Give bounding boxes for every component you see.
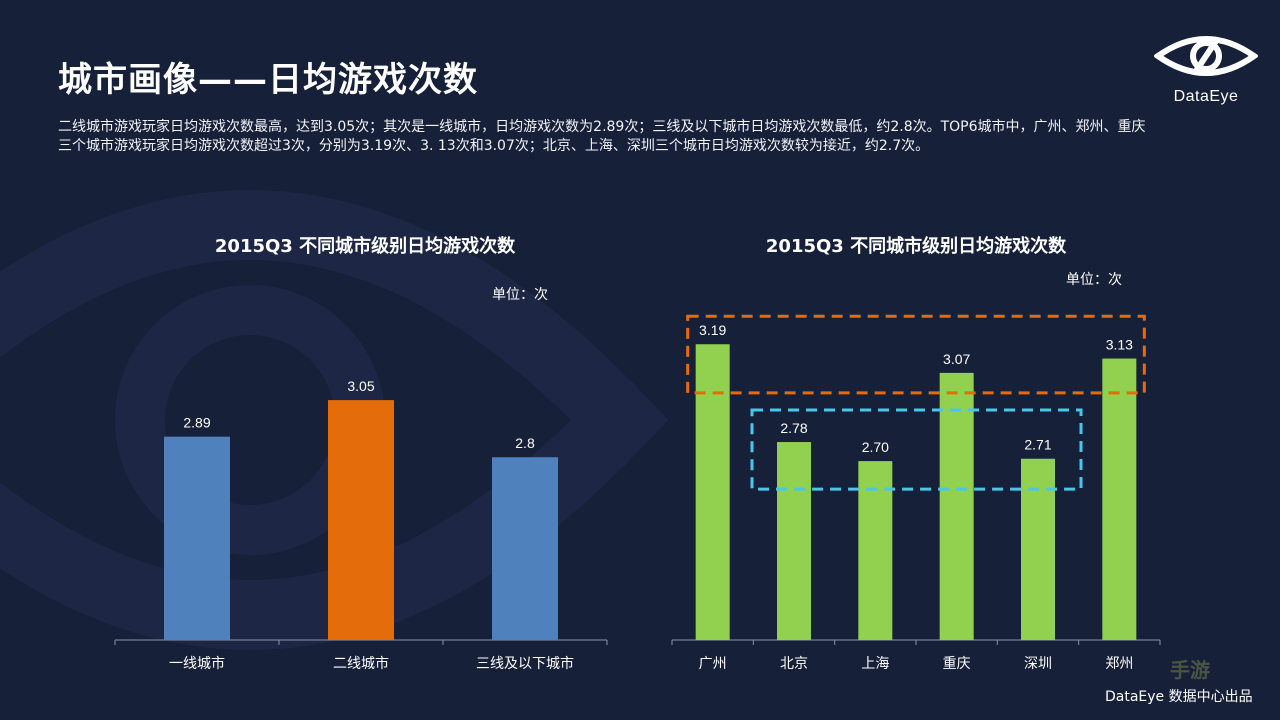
right-chart-value-label-3: 2.70 <box>862 439 889 455</box>
right-chart-bar-5 <box>1021 458 1055 640</box>
right-chart-bar-1 <box>695 344 730 640</box>
left-chart-value-label-2: 3.05 <box>347 378 374 394</box>
left-chart-unit: 单位：次 <box>492 287 548 303</box>
description-text: 二线城市游戏玩家日均游戏次数最高，达到3.05次；其次是一线城市，日均游戏次数为… <box>58 119 1146 154</box>
right-chart-value-label-2: 2.78 <box>780 420 807 436</box>
right-chart-unit: 单位：次 <box>1066 272 1122 288</box>
right-chart-bar-6 <box>1102 358 1137 640</box>
left-chart-value-label-3: 2.8 <box>515 435 535 451</box>
right-chart-value-label-5: 2.71 <box>1024 437 1051 453</box>
right-chart-category-label-5: 深圳 <box>1024 656 1052 672</box>
footer-credit: DataEye 数据中心出品 <box>1105 689 1253 705</box>
right-chart-category-label-1: 广州 <box>699 656 727 672</box>
right-chart-value-label-4: 3.07 <box>943 351 970 367</box>
left-chart-category-label-2: 二线城市 <box>333 655 389 672</box>
watermark-text: 手游 <box>1170 658 1210 682</box>
right-chart-value-label-1: 3.19 <box>699 322 726 338</box>
page-title: 城市画像——日均游戏次数 <box>58 60 478 100</box>
right-chart-category-label-4: 重庆 <box>943 656 971 672</box>
right-chart-value-label-6: 3.13 <box>1106 337 1133 353</box>
right-chart-category-label-6: 郑州 <box>1105 656 1133 672</box>
left-chart-value-label-1: 2.89 <box>183 415 210 431</box>
shouyou-watermark: 手游 <box>1160 648 1260 718</box>
logo-text: DataEye <box>1173 88 1239 105</box>
eye-logo-icon <box>1152 36 1260 76</box>
over-three-highlight-box <box>686 314 1146 395</box>
left-chart-title: 2015Q3 不同城市级别日均游戏次数 <box>214 236 516 257</box>
right-chart-bar-3 <box>858 461 893 640</box>
right-chart-bar-2 <box>777 442 811 640</box>
dataeye-logo: DataEye <box>1150 30 1262 106</box>
left-chart-category-label-3: 三线及以下城市 <box>476 655 574 672</box>
right-chart-category-label-3: 上海 <box>861 656 889 672</box>
right-chart-category-label-2: 北京 <box>780 656 808 672</box>
right-chart-title: 2015Q3 不同城市级别日均游戏次数 <box>765 236 1067 257</box>
left-chart-category-label-1: 一线城市 <box>169 655 225 672</box>
left-chart-bar-1 <box>164 436 230 640</box>
right-chart-bar-4 <box>939 372 974 640</box>
left-chart-bar-2 <box>328 400 394 640</box>
left-chart-bar-3 <box>492 457 558 640</box>
about-2-7-highlight-box <box>750 408 1083 491</box>
